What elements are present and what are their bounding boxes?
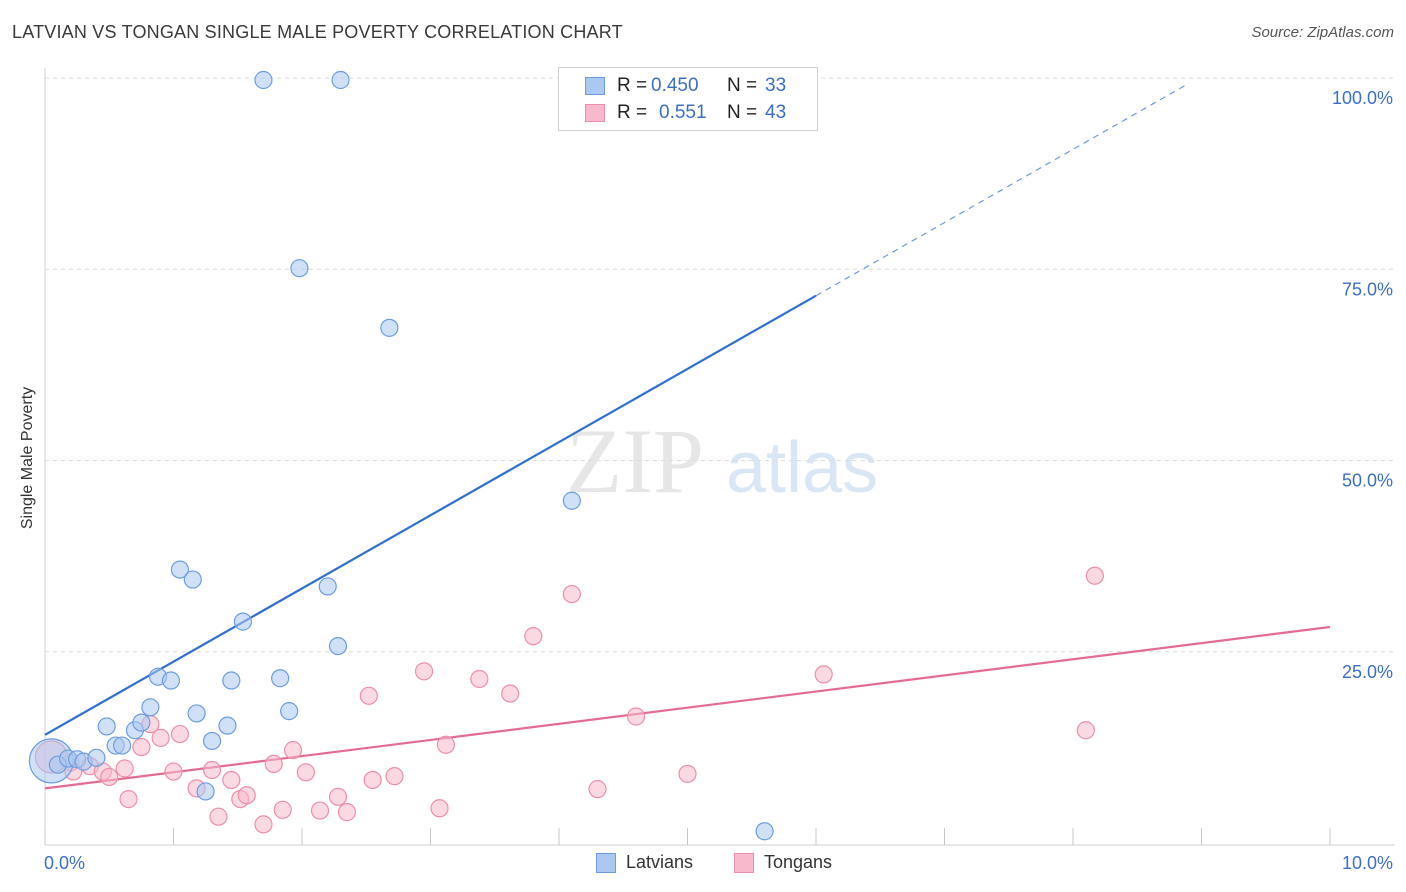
latvian-swatch [585, 77, 605, 95]
latvian-point [328, 636, 348, 656]
tongan-point [524, 627, 543, 646]
axes [44, 68, 1395, 846]
latvian-point [218, 716, 237, 735]
latvian-point [318, 577, 337, 596]
latvian-point [290, 259, 309, 278]
legend-latvians: Latvians [596, 852, 693, 873]
tongan-point [170, 724, 190, 744]
watermark-atlas: atlas [726, 428, 878, 508]
latvian-point [254, 70, 273, 90]
tongan-point [359, 686, 378, 705]
latvian-point [271, 669, 290, 688]
latvian-point [170, 560, 190, 579]
latvian-point [141, 698, 160, 717]
tongan-trend-line [44, 625, 1331, 790]
tongan-point [283, 741, 303, 760]
tongan-point [385, 767, 404, 786]
tongan-swatch [585, 104, 605, 122]
latvian-n-value: 33 [765, 75, 787, 96]
trend-lines [44, 82, 1331, 790]
legend-tongans: Tongans [734, 852, 832, 873]
latvian-point [196, 782, 215, 801]
tongan-point [151, 728, 170, 748]
latvian-point [112, 736, 132, 755]
tongan-point [273, 800, 292, 819]
latvian-r-value: 0.450 [651, 75, 699, 96]
latvian-point [380, 318, 399, 337]
latvian-point [331, 70, 350, 90]
tongan-point [337, 803, 357, 822]
grid [45, 77, 1395, 653]
legend-row-tongans: R = 0.551 N = 43 [585, 101, 786, 125]
latvian-point [183, 570, 202, 589]
tongan-point [678, 764, 697, 783]
tongan-point [328, 787, 348, 806]
latvian-trend-line [44, 294, 817, 736]
tick-labels: 25.0% 50.0% 75.0% 100.0% 0.0% 10.0% [44, 88, 1393, 873]
tongan-point [209, 807, 228, 826]
latvian-point [562, 491, 581, 510]
latvian-point [132, 713, 151, 732]
y-tick-label: 75.0% [1342, 279, 1393, 299]
y-tick-label: 100.0% [1332, 88, 1393, 108]
r-label: R = [617, 75, 648, 96]
latvian-point [233, 612, 252, 631]
tongans-legend-swatch [734, 852, 754, 873]
latvian-point [87, 748, 106, 767]
tongan-point [1076, 721, 1095, 740]
stats-legend: R = 0.450 N = 33 R = 0.551 N = 43 [558, 67, 818, 131]
y-tick-label: 25.0% [1342, 662, 1393, 682]
tongan-point [264, 754, 283, 774]
tongan-point [237, 786, 256, 805]
chart-title: LATVIAN VS TONGAN SINGLE MALE POVERTY CO… [12, 22, 623, 42]
tongan-n-value: 43 [765, 102, 787, 123]
latvian-point [202, 731, 222, 751]
latvian-trend-extension [815, 82, 1189, 297]
x-tick-label: 0.0% [44, 853, 85, 873]
tongan-point [363, 770, 382, 790]
source-credit: Source: ZipAtlas.com [1251, 24, 1394, 41]
tongan-point [562, 584, 581, 604]
tongan-point [436, 735, 456, 754]
n-label: N = [727, 75, 758, 96]
tongan-point [501, 684, 520, 703]
tongan-point [115, 759, 134, 778]
tongan-point [814, 665, 833, 684]
n-label: N = [727, 102, 758, 123]
tongan-point [430, 799, 449, 818]
tongan-point [202, 760, 222, 780]
latvian-point [187, 704, 206, 723]
latvian-point [755, 822, 774, 841]
tongan-r-value: 0.551 [659, 102, 707, 123]
tongan-point [100, 767, 119, 787]
legend-row-latvians: R = 0.450 N = 33 [585, 74, 786, 98]
tongan-point [470, 669, 489, 689]
data-points [28, 70, 1104, 841]
x-tick-label: 10.0% [1342, 853, 1393, 873]
tongan-point [119, 789, 138, 809]
latvian-point [161, 671, 181, 690]
tongan-point [222, 770, 241, 790]
tongan-point [164, 762, 183, 781]
latvian-point [97, 717, 116, 736]
tongan-point [414, 662, 434, 681]
tongan-point [310, 801, 330, 820]
tongan-point [296, 763, 315, 782]
r-label: R = [617, 102, 648, 123]
tongan-point [1085, 566, 1104, 585]
latvians-legend-swatch [596, 852, 616, 873]
latvian-point [222, 671, 241, 690]
tongan-point [254, 815, 273, 834]
tongan-point [132, 737, 151, 757]
latvian-point [280, 702, 299, 721]
y-tick-label: 50.0% [1342, 471, 1393, 491]
tongans-legend-label: Tongans [764, 852, 833, 872]
latvians-legend-label: Latvians [626, 852, 694, 872]
tongan-point [626, 707, 646, 726]
tongan-point [588, 780, 607, 799]
